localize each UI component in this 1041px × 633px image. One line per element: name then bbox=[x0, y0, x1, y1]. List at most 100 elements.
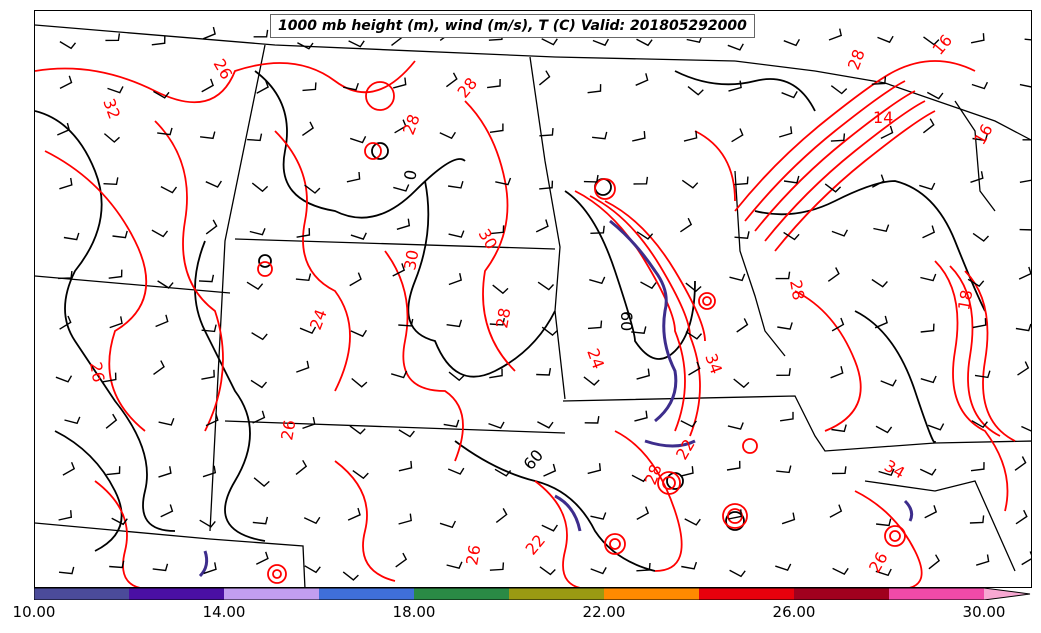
temp-label: 28 bbox=[399, 112, 424, 138]
wind-barb bbox=[1021, 425, 1031, 432]
wind-barb bbox=[448, 273, 463, 286]
wind-barb bbox=[201, 369, 215, 380]
wind-barb bbox=[302, 121, 314, 136]
wind-barb bbox=[64, 416, 81, 425]
map-canvas: 26 32 28 28 30 30 28 24 26 26 26 24 34 2… bbox=[35, 24, 1031, 587]
wind-barb bbox=[55, 375, 73, 383]
wind-barb bbox=[349, 425, 366, 435]
wind-barb bbox=[302, 82, 317, 92]
temp-label: 14 bbox=[873, 108, 893, 127]
wind-barb bbox=[871, 278, 888, 288]
wind-barb bbox=[924, 505, 938, 519]
colorbar-tick-label: 18.00 bbox=[392, 603, 436, 621]
temp-label: 16 bbox=[929, 31, 957, 59]
wind-barb bbox=[488, 421, 505, 429]
wind-barb bbox=[153, 90, 170, 99]
wind-barb bbox=[636, 562, 651, 572]
height-label: 60 bbox=[617, 311, 636, 331]
wind-barb bbox=[590, 512, 607, 520]
colorbar-segment bbox=[794, 588, 890, 600]
wind-barb bbox=[685, 282, 702, 293]
colorbar-segment bbox=[319, 588, 415, 600]
wind-barb bbox=[634, 410, 648, 422]
wind-barb bbox=[734, 176, 749, 186]
colorbar-segment bbox=[604, 588, 700, 600]
wind-barb bbox=[541, 524, 558, 532]
temp-label: 32 bbox=[99, 96, 124, 122]
wind-barb bbox=[727, 422, 744, 430]
wind-barb bbox=[394, 119, 407, 134]
wind-barb bbox=[1019, 179, 1031, 183]
wind-barb bbox=[775, 563, 792, 572]
wind-barb bbox=[494, 468, 512, 477]
temp-label: 28 bbox=[786, 278, 808, 301]
colorbar-overflow-arrow bbox=[984, 588, 1030, 600]
wind-barb bbox=[970, 171, 984, 183]
wind-barb bbox=[972, 318, 987, 329]
wind-barb bbox=[157, 280, 174, 289]
wind-barb bbox=[443, 419, 460, 428]
wind-barb bbox=[396, 218, 411, 230]
wind-barb bbox=[1021, 551, 1031, 566]
weather-map: 26 32 28 28 30 30 28 24 26 26 26 24 34 2… bbox=[34, 10, 1032, 588]
wind-barb bbox=[831, 229, 849, 237]
wind-barb bbox=[59, 315, 72, 330]
wind-barb bbox=[205, 413, 219, 427]
wind-barb bbox=[632, 131, 646, 142]
colorbar-tick-label: 22.00 bbox=[582, 603, 626, 621]
wind-barb bbox=[106, 466, 121, 476]
wind-barb bbox=[922, 118, 935, 134]
wind-barb bbox=[728, 80, 742, 92]
colorbar-segment bbox=[889, 588, 985, 600]
wind-barb bbox=[109, 560, 125, 569]
wind-barb bbox=[587, 463, 602, 475]
temp-label: 26 bbox=[86, 360, 108, 383]
wind-barb bbox=[151, 229, 169, 238]
wind-barb bbox=[830, 133, 846, 142]
wind-barb bbox=[105, 413, 118, 429]
wind-barb bbox=[969, 515, 985, 524]
wind-barb bbox=[62, 461, 76, 476]
wind-barb bbox=[875, 425, 893, 434]
wind-barb bbox=[830, 366, 844, 379]
wind-barb bbox=[199, 519, 216, 528]
wind-barb bbox=[684, 518, 701, 526]
wind-barb bbox=[538, 70, 551, 86]
wind-barb bbox=[58, 566, 75, 575]
wind-barb bbox=[876, 518, 892, 527]
wind-barb bbox=[487, 78, 501, 89]
wind-barb bbox=[58, 271, 73, 280]
wind-barb bbox=[680, 420, 697, 428]
wind-barb bbox=[352, 470, 369, 480]
wind-barb bbox=[877, 35, 894, 44]
wind-barb bbox=[592, 38, 610, 47]
wind-barb bbox=[103, 177, 119, 186]
wind-barb bbox=[256, 80, 269, 94]
wind-barb bbox=[680, 466, 694, 477]
wind-barb bbox=[871, 76, 887, 85]
wind-barb bbox=[584, 415, 600, 424]
temp-label: 28 bbox=[641, 462, 666, 488]
wind-barb bbox=[1015, 509, 1028, 525]
wind-barb bbox=[975, 554, 990, 566]
colorbar bbox=[34, 588, 1032, 600]
wind-barb bbox=[252, 410, 266, 424]
wind-barb bbox=[1015, 323, 1031, 332]
wind-barb bbox=[448, 371, 465, 382]
wind-barb bbox=[1022, 139, 1031, 141]
wind-barb bbox=[541, 38, 558, 46]
wind-barb bbox=[249, 228, 266, 236]
wind-barb bbox=[685, 331, 703, 340]
wind-barb bbox=[827, 267, 840, 282]
wind-barb bbox=[1019, 83, 1031, 88]
wind-barb bbox=[583, 376, 600, 386]
wind-barb bbox=[1019, 228, 1031, 231]
wind-barb bbox=[972, 133, 989, 142]
wind-barb bbox=[729, 273, 746, 282]
wind-barb bbox=[535, 219, 549, 233]
height-label: 60 bbox=[520, 446, 548, 474]
wind-barb bbox=[878, 468, 895, 477]
wind-speed-shading bbox=[198, 219, 914, 578]
wind-barb bbox=[971, 420, 988, 429]
wind-barb bbox=[736, 318, 749, 333]
